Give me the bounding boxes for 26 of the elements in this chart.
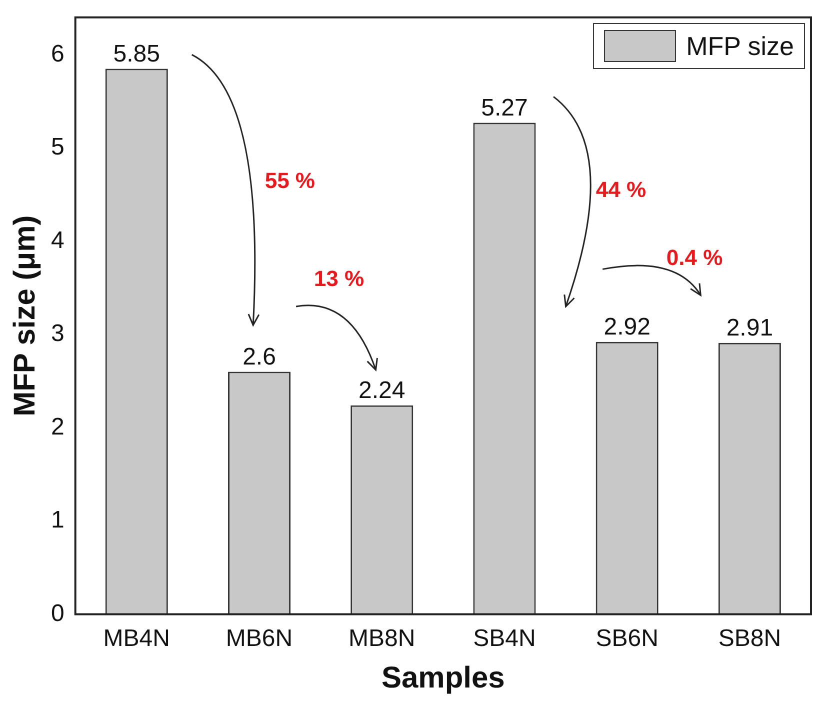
y-tick-label: 1 [50, 506, 64, 534]
x-axis-title: Samples [381, 661, 505, 694]
x-tick-label: SB4N [473, 625, 536, 652]
data-label: 2.6 [242, 343, 276, 370]
annotation: 55 % [264, 168, 315, 194]
y-tick-label: 2 [50, 413, 64, 440]
x-tick-label: MB6N [226, 625, 293, 652]
annotation: 44 % [596, 176, 646, 203]
data-label: 5.27 [481, 94, 528, 122]
annotation: 13 % [314, 266, 364, 292]
y-tick-label: 6 [50, 40, 64, 68]
data-label: 2.91 [726, 314, 774, 342]
y-tick-label: 3 [50, 320, 64, 348]
y-tick-label: 4 [50, 226, 64, 254]
x-tick-label: MB4N [103, 625, 170, 652]
x-tick-label: SB8N [718, 625, 782, 652]
y-axis-title: MFP size (μm) [8, 215, 42, 416]
y-tick-label: 0 [50, 600, 64, 627]
annotation: 0.4 % [666, 244, 723, 271]
data-label: 2.24 [358, 376, 406, 404]
x-tick-label: MB8N [348, 625, 416, 652]
data-label: 2.92 [604, 314, 650, 341]
data-label: 5.85 [113, 40, 160, 68]
y-tick-label: 5 [50, 134, 64, 161]
x-tick-label: SB6N [596, 625, 658, 652]
legend-label: MFP size [686, 30, 794, 62]
